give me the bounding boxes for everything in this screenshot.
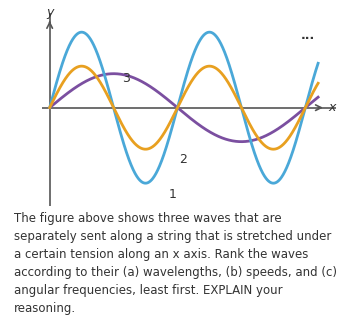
Text: ...: ... xyxy=(301,30,315,42)
Text: The figure above shows three waves that are
separately sent along a string that : The figure above shows three waves that … xyxy=(14,212,337,315)
Text: 3: 3 xyxy=(122,72,130,85)
Text: 2: 2 xyxy=(178,152,187,166)
Text: 1: 1 xyxy=(168,188,176,201)
Text: y: y xyxy=(46,6,53,19)
Text: x: x xyxy=(328,101,336,114)
